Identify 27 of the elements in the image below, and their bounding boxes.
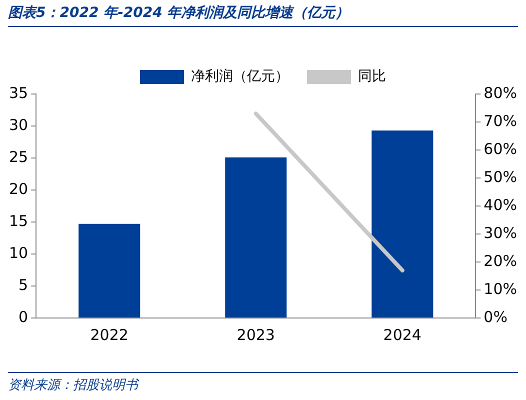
legend-label: 同比 bbox=[358, 68, 386, 85]
text: 资料来源：招股说明书 bbox=[8, 377, 138, 394]
y-tick-label: 20 bbox=[8, 180, 28, 198]
y-tick-label: 10 bbox=[8, 244, 28, 262]
y-tick-label: 15 bbox=[8, 212, 28, 230]
chart-title: 图表5：2022 年-2024 年净利润及同比增速（亿元） bbox=[8, 4, 350, 22]
y2-tick-label: 0% bbox=[484, 308, 508, 326]
x-tick-label: 2024 bbox=[383, 326, 422, 344]
x-tick-label: 2023 bbox=[236, 326, 275, 344]
y2-tick-label: 80% bbox=[484, 84, 518, 102]
y-tick-label: 5 bbox=[18, 276, 28, 294]
y2-tick-label: 60% bbox=[484, 140, 518, 158]
legend-label: 净利润（亿元） bbox=[191, 68, 289, 85]
y-tick-label: 0 bbox=[18, 308, 28, 326]
y-tick-label: 25 bbox=[8, 148, 28, 166]
y2-tick-label: 20% bbox=[484, 252, 518, 270]
y-tick-label: 30 bbox=[8, 116, 28, 134]
bar bbox=[78, 224, 140, 318]
y2-tick-label: 40% bbox=[484, 196, 518, 214]
y2-tick-label: 10% bbox=[484, 280, 518, 298]
y2-tick-label: 70% bbox=[484, 112, 518, 130]
bar bbox=[225, 157, 287, 318]
bar bbox=[372, 130, 434, 318]
y2-tick-label: 30% bbox=[484, 224, 518, 242]
y2-tick-label: 50% bbox=[484, 168, 518, 186]
y-tick-label: 35 bbox=[8, 84, 28, 102]
x-tick-label: 2022 bbox=[90, 326, 128, 344]
